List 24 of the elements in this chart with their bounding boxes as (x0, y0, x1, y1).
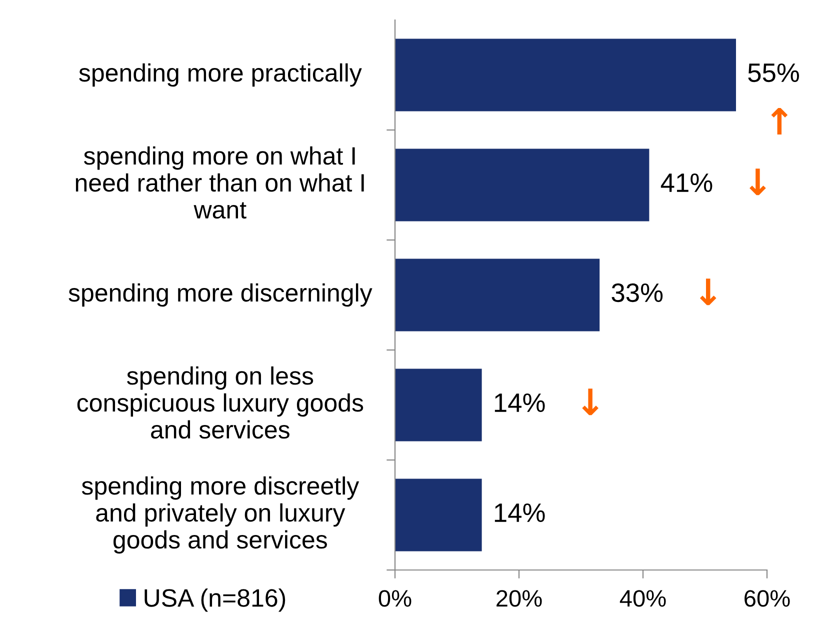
data-label: 41% (660, 174, 712, 192)
x-tick-label: 40% (620, 590, 666, 607)
y-tick-label: spending more discreetly and privately on luxury goods and services (82, 476, 360, 554)
data-label: 14% (494, 504, 545, 522)
data-label: 14% (494, 394, 545, 412)
bar (395, 478, 482, 552)
annotation: ↓ (750, 168, 766, 196)
text: ↑ (771, 108, 788, 134)
x-tick-label: 0% (378, 590, 412, 607)
annotation: ↓ (700, 278, 716, 306)
data-label: 55% (748, 64, 799, 82)
bar (395, 368, 482, 442)
y-tick-label: spending on less conspicuous luxury goods and services (77, 366, 364, 439)
bar (395, 38, 736, 112)
y-tick-label: spending more practically (79, 63, 362, 87)
x-tick-label: 60% (744, 590, 790, 607)
data-label: 33% (612, 283, 663, 302)
bar (395, 148, 650, 222)
bar (395, 258, 600, 332)
y-tick-label: spending more discerningly (68, 283, 372, 307)
y-tick-label: spending more on what I need rather than on what I want (76, 146, 364, 219)
x-tick-label: 20% (496, 590, 542, 607)
annotation: ↓ (582, 388, 598, 416)
legend-label: USA (n=816) (144, 588, 286, 612)
